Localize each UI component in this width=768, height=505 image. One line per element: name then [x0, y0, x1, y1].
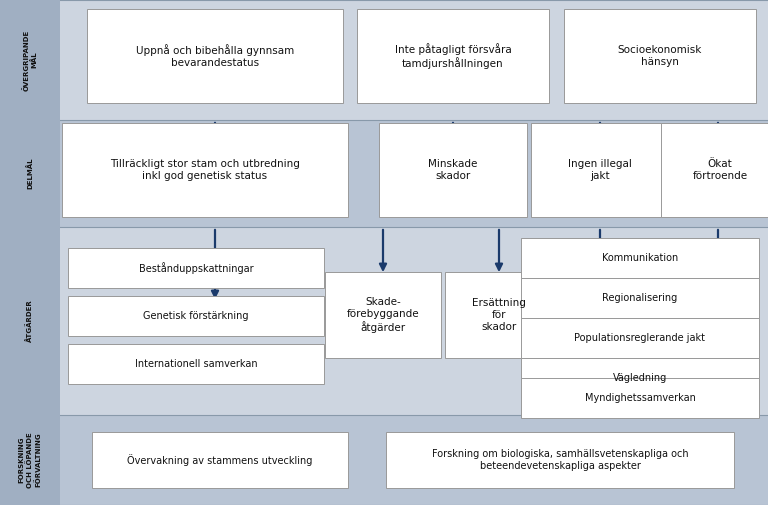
FancyBboxPatch shape: [531, 124, 669, 217]
FancyBboxPatch shape: [564, 10, 756, 103]
Text: Tillräckligt stor stam och utbredning
inkl god genetisk status: Tillräckligt stor stam och utbredning in…: [110, 159, 300, 181]
FancyBboxPatch shape: [62, 124, 348, 217]
Text: Övervakning av stammens utveckling: Övervakning av stammens utveckling: [127, 454, 313, 466]
Text: Kommunikation: Kommunikation: [602, 253, 678, 263]
Text: Myndighetssamverkan: Myndighetssamverkan: [584, 393, 696, 403]
FancyBboxPatch shape: [521, 238, 759, 278]
Text: Internationell samverkan: Internationell samverkan: [134, 359, 257, 369]
FancyBboxPatch shape: [87, 10, 343, 103]
Text: DELMÅL: DELMÅL: [26, 158, 34, 189]
FancyBboxPatch shape: [386, 432, 734, 487]
FancyBboxPatch shape: [661, 124, 768, 217]
FancyBboxPatch shape: [68, 344, 324, 383]
Text: FORSKNING
OCH LÖPANDE
FÖRVALTNING: FORSKNING OCH LÖPANDE FÖRVALTNING: [19, 432, 41, 488]
Text: Ökat
förtroende: Ökat förtroende: [693, 159, 747, 181]
Text: Bestånduppskattningar: Bestånduppskattningar: [139, 262, 253, 274]
Bar: [0, 0, 60, 505]
Text: Vägledning: Vägledning: [613, 373, 667, 383]
Text: Skade-
förebyggande
åtgärder: Skade- förebyggande åtgärder: [346, 297, 419, 333]
FancyBboxPatch shape: [92, 432, 348, 487]
Text: ÅTGÄRDER: ÅTGÄRDER: [26, 299, 34, 342]
Text: Ersättning
för
skador: Ersättning för skador: [472, 298, 526, 332]
FancyBboxPatch shape: [521, 359, 759, 397]
FancyBboxPatch shape: [521, 319, 759, 358]
Text: Genetisk förstärkning: Genetisk förstärkning: [144, 311, 249, 321]
FancyBboxPatch shape: [445, 273, 553, 358]
Bar: [0, 120, 768, 227]
Text: Minskade
skador: Minskade skador: [429, 159, 478, 181]
FancyBboxPatch shape: [68, 248, 324, 287]
Text: Socioekonomisk
hänsyn: Socioekonomisk hänsyn: [617, 45, 702, 67]
Bar: [0, 227, 768, 415]
Text: Populationsreglerande jakt: Populationsreglerande jakt: [574, 333, 706, 343]
Text: Uppnå och bibehålla gynnsam
bevarandestatus: Uppnå och bibehålla gynnsam bevarandesta…: [136, 44, 294, 68]
Text: Regionalisering: Regionalisering: [602, 293, 677, 303]
Text: Ingen illegal
jakt: Ingen illegal jakt: [568, 159, 632, 181]
FancyBboxPatch shape: [325, 273, 441, 358]
Text: ÖVERGRIPANDE
MÅL: ÖVERGRIPANDE MÅL: [22, 29, 38, 90]
FancyBboxPatch shape: [379, 124, 527, 217]
FancyBboxPatch shape: [521, 278, 759, 318]
FancyBboxPatch shape: [356, 10, 549, 103]
FancyBboxPatch shape: [521, 378, 759, 418]
Text: Inte påtagligt försvåra
tamdjurshållningen: Inte påtagligt försvåra tamdjurshållning…: [395, 43, 511, 69]
FancyBboxPatch shape: [68, 296, 324, 335]
Text: Forskning om biologiska, samhällsvetenskapliga och
beteendevetenskapliga aspekte: Forskning om biologiska, samhällsvetensk…: [432, 449, 688, 471]
Bar: [0, 415, 768, 505]
Bar: [0, 0, 768, 120]
